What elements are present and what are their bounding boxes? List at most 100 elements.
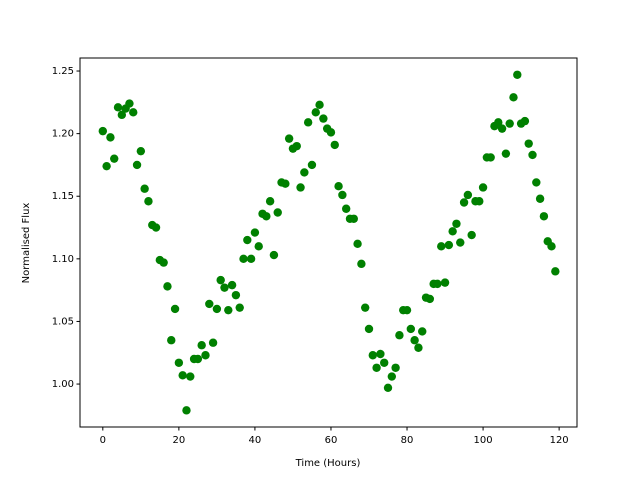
point <box>197 341 206 350</box>
point <box>292 141 301 151</box>
point <box>262 212 271 221</box>
point <box>368 351 378 360</box>
y-tick-label: 1.00 <box>52 379 74 390</box>
point <box>205 299 214 309</box>
point <box>494 118 503 127</box>
point <box>383 383 393 393</box>
y-tick-label: 1.05 <box>52 316 74 327</box>
point <box>478 183 488 192</box>
point <box>151 223 161 232</box>
point <box>535 194 545 203</box>
x-tick-label: 120 <box>550 435 569 446</box>
point <box>440 278 450 287</box>
point <box>349 214 358 223</box>
point <box>243 235 252 245</box>
point <box>129 108 138 117</box>
y-tick-label: 1.20 <box>52 129 74 140</box>
y-axis-label: Normalised Flux <box>21 203 32 284</box>
point <box>254 242 263 251</box>
point <box>208 338 218 347</box>
point <box>418 327 427 336</box>
point <box>505 119 514 128</box>
point <box>353 239 362 249</box>
point <box>372 363 381 372</box>
point <box>520 116 530 126</box>
point <box>224 305 233 315</box>
point <box>475 197 484 206</box>
x-tick-label: 40 <box>249 435 262 446</box>
point <box>524 139 533 148</box>
point <box>311 108 320 117</box>
point <box>338 190 347 200</box>
point <box>136 146 146 156</box>
point <box>486 153 495 162</box>
point <box>98 126 108 136</box>
point <box>509 93 518 102</box>
point <box>273 208 282 217</box>
point <box>448 227 457 236</box>
point <box>414 343 423 352</box>
point <box>144 197 153 206</box>
point <box>265 197 275 206</box>
point <box>117 110 127 120</box>
point <box>159 258 168 267</box>
point <box>501 149 511 158</box>
point <box>250 228 260 237</box>
point <box>330 140 339 150</box>
point <box>539 212 549 221</box>
point <box>300 168 309 177</box>
point <box>193 354 203 364</box>
point <box>220 283 229 292</box>
point <box>357 259 366 269</box>
point <box>410 336 419 345</box>
point <box>284 134 294 143</box>
point <box>380 358 389 367</box>
point <box>174 358 184 367</box>
y-tick-label: 1.25 <box>52 66 74 77</box>
point <box>425 294 435 304</box>
point <box>452 219 461 228</box>
point <box>364 324 374 334</box>
point <box>281 179 290 188</box>
point <box>235 303 244 312</box>
point <box>212 304 222 314</box>
point <box>227 280 237 290</box>
point <box>437 242 446 251</box>
point <box>201 351 210 360</box>
point <box>110 154 119 163</box>
point <box>551 267 560 276</box>
x-tick-label: 60 <box>325 435 338 446</box>
point <box>444 240 454 250</box>
point <box>296 183 305 192</box>
point <box>132 160 142 170</box>
x-tick-label: 20 <box>173 435 186 446</box>
point <box>334 182 343 191</box>
y-tick-label: 1.10 <box>52 254 74 265</box>
point <box>140 184 149 193</box>
axes-frame <box>79 57 578 428</box>
point <box>433 279 442 289</box>
x-axis-label: Time (Hours) <box>295 458 361 469</box>
point <box>387 372 397 381</box>
point <box>182 406 191 415</box>
point <box>125 99 134 108</box>
point <box>528 150 537 160</box>
y-tick-label: 1.15 <box>52 191 74 202</box>
point <box>170 304 180 314</box>
point <box>106 133 115 142</box>
point <box>391 363 400 372</box>
point <box>326 128 336 137</box>
point <box>547 242 556 251</box>
point <box>178 371 187 380</box>
point <box>463 190 473 200</box>
point <box>167 336 176 345</box>
point <box>341 204 351 213</box>
point <box>246 254 256 264</box>
x-tick-label: 100 <box>474 435 493 446</box>
point <box>239 254 248 264</box>
point <box>319 114 328 123</box>
point <box>513 70 522 79</box>
point <box>467 230 476 240</box>
